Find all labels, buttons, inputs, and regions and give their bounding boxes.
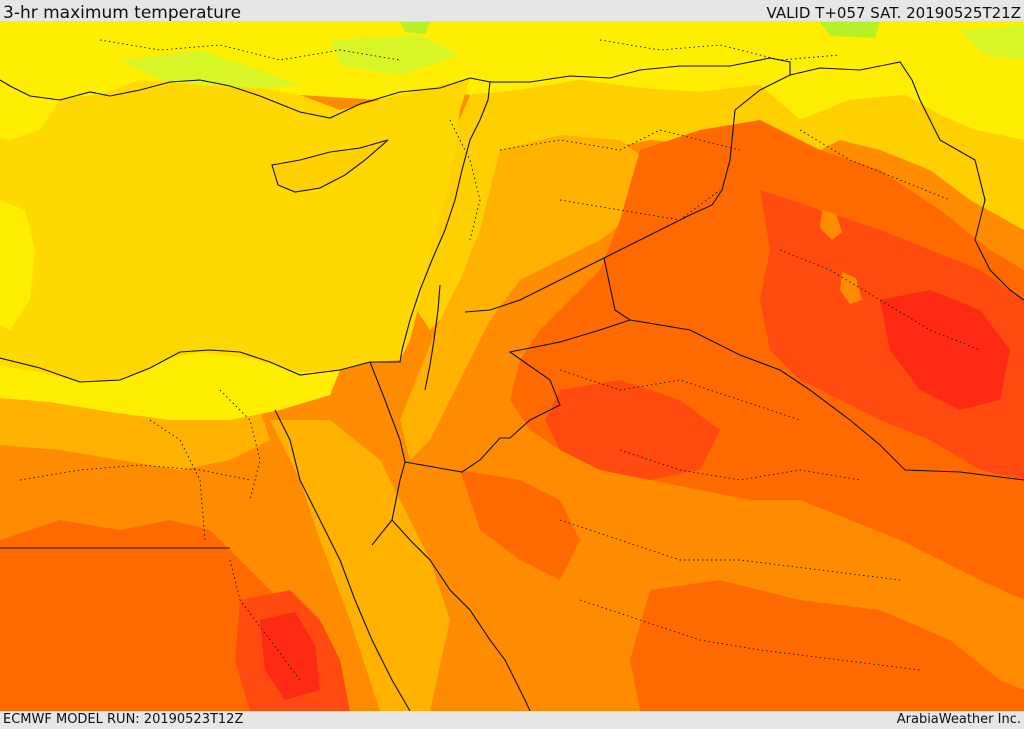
red-sea-west-coast	[274, 409, 411, 711]
darkorange-southeast	[630, 580, 1024, 711]
egypt-coastline	[0, 349, 371, 383]
north-yellow-band	[0, 21, 1024, 140]
north-green-patch-5	[960, 25, 1024, 60]
mediterranean-sea	[0, 78, 470, 382]
sea-yellow-west	[0, 200, 35, 330]
amber-band	[400, 135, 660, 460]
map-title: 3-hr maximum temperature	[3, 3, 242, 23]
border-turkey-syria	[490, 57, 791, 111]
credit-label: ArabiaWeather Inc.	[896, 712, 1021, 727]
model-run-label: ECMWF MODEL RUN: 20190523T12Z	[3, 712, 244, 727]
red-patch-iraq	[880, 290, 1010, 410]
border-iraq-north	[789, 61, 986, 241]
lake-tharthar	[820, 210, 842, 240]
province-line-2	[559, 189, 721, 221]
darkorange-south-mid	[460, 470, 580, 580]
border-syria-iraq	[603, 109, 736, 259]
amber-south-west	[270, 420, 450, 711]
red-patch-egypt	[260, 612, 320, 700]
red-sea-east-coast	[391, 519, 531, 711]
cyprus-coastline	[271, 139, 389, 193]
sea-yellow-aegean	[0, 85, 60, 140]
province-line-1	[499, 129, 741, 151]
province-borders	[19, 39, 981, 681]
province-line-12	[99, 39, 401, 61]
valid-time-label: VALID T+057 SAT. 20190525T21Z	[766, 4, 1021, 22]
north-green-patch-1	[120, 50, 300, 90]
lake-habbaniyah	[840, 272, 862, 304]
jordan-river	[424, 284, 441, 391]
redorange-saudi	[545, 380, 720, 480]
north-green-patch-4	[400, 22, 430, 34]
persian-gulf-coast	[974, 239, 1024, 301]
province-line-10	[149, 419, 206, 541]
cyprus-island	[272, 140, 388, 192]
egypt-coast-yellow	[0, 352, 340, 420]
north-green-patch-3	[820, 22, 880, 38]
temperature-map	[0, 21, 1024, 711]
levant-coastline	[370, 77, 491, 363]
province-line-9	[19, 464, 251, 481]
border-syria-jordan	[464, 257, 605, 313]
country-borders	[0, 57, 1024, 711]
border-jordan-saudi	[404, 257, 632, 473]
province-line-11	[219, 389, 261, 501]
turkey-coastline	[0, 77, 471, 119]
border-iraq-saudi	[629, 319, 1024, 481]
province-line-5	[559, 369, 801, 421]
north-green-patch-2	[330, 35, 460, 75]
province-line-13	[599, 39, 841, 61]
